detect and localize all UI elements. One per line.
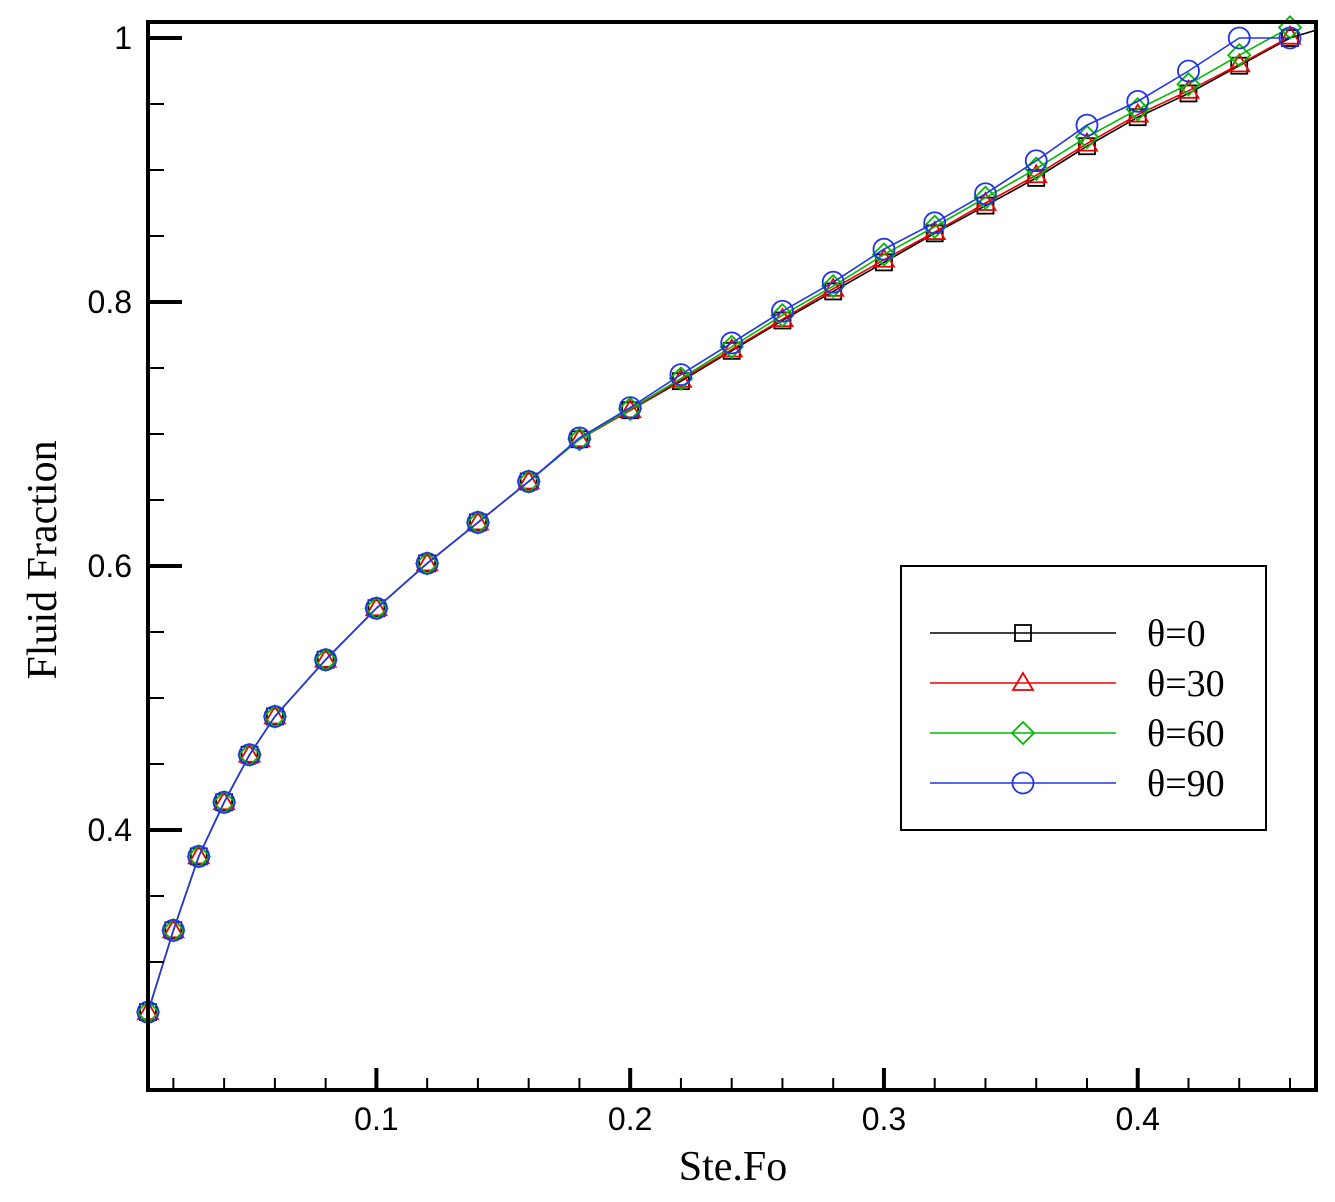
data-point (1177, 59, 1200, 83)
legend: θ=0 θ=30 θ=60 θ=90 (900, 565, 1267, 831)
legend-marker (1011, 671, 1035, 691)
data-point (364, 596, 388, 617)
x-axis-title: Ste.Fo (679, 1144, 788, 1190)
y-tick-label: 0.4 (88, 812, 132, 848)
data-point (1278, 26, 1302, 50)
data-point (1075, 113, 1099, 137)
data-point (316, 650, 335, 669)
data-point (820, 273, 846, 299)
x-tick-label: 0.1 (354, 1101, 398, 1137)
data-point (720, 331, 744, 355)
series-triangle (136, 24, 1302, 1021)
data-point (567, 427, 591, 448)
data-point (161, 918, 185, 942)
series-line (147, 37, 1290, 1013)
data-point (240, 745, 259, 764)
data-point (567, 427, 592, 452)
data-point (367, 599, 386, 618)
data-point (568, 426, 591, 450)
series-line (147, 35, 1291, 1013)
data-point (215, 793, 234, 812)
data-point (771, 299, 794, 323)
data-point (415, 551, 439, 575)
data-point (720, 337, 744, 358)
data-point (469, 513, 487, 532)
series-line (147, 29, 1317, 1013)
data-point (821, 270, 845, 294)
legend-label: θ=30 (1147, 663, 1225, 705)
data-point (923, 211, 947, 235)
data-point (189, 847, 208, 866)
axis-ticks (148, 36, 1291, 1090)
data-point (1126, 89, 1150, 113)
legend-label: θ=0 (1147, 613, 1206, 655)
series-diamond (135, 15, 1303, 1025)
x-tick-label: 0.3 (862, 1101, 906, 1137)
y-axis-title: Fluid Fraction (20, 440, 66, 679)
data-point (1227, 26, 1251, 50)
data-point (1126, 102, 1150, 123)
data-point (1226, 42, 1252, 68)
data-point (719, 334, 744, 360)
data-point (161, 918, 185, 939)
data-point (1227, 52, 1251, 73)
data-point (237, 742, 262, 763)
data-point (821, 277, 845, 297)
data-point (974, 182, 997, 206)
x-tick-label: 0.4 (1115, 1101, 1159, 1137)
data-point (466, 510, 490, 531)
data-point (669, 363, 693, 387)
data-point (187, 844, 211, 865)
data-point (263, 704, 287, 725)
data-point (871, 242, 897, 267)
data-point (517, 470, 541, 493)
data-point (187, 845, 211, 868)
data-point (265, 707, 284, 726)
data-point (238, 743, 261, 767)
legend-label: θ=60 (1147, 713, 1225, 755)
data-point (1024, 149, 1048, 173)
data-point (925, 224, 944, 243)
data-point (973, 185, 998, 210)
data-point (212, 790, 236, 811)
data-point (872, 237, 896, 261)
plot-marks (135, 15, 1317, 1025)
legend-label: θ=90 (1147, 763, 1225, 805)
data-point (1230, 56, 1249, 75)
plot-frame (146, 20, 1318, 1092)
data-point (1278, 24, 1302, 45)
y-tick-label: 0.8 (88, 284, 132, 320)
legend-box (900, 565, 1267, 831)
data-point (418, 554, 437, 573)
y-tick-label: 0.6 (88, 548, 132, 584)
data-point (770, 302, 795, 328)
data-point (618, 396, 642, 420)
legend-marker (1010, 720, 1036, 746)
data-point (922, 214, 947, 240)
data-point (415, 551, 439, 572)
data-point (517, 469, 541, 490)
axis-tick-labels: 0.1 0.2 0.3 0.4 0.4 0.6 0.8 1 (88, 20, 1160, 1137)
data-point (1176, 71, 1201, 97)
data-point (617, 396, 643, 422)
data-point (364, 596, 388, 620)
x-tick-label: 0.2 (608, 1101, 652, 1137)
series-circle (136, 26, 1302, 1024)
data-point (519, 472, 538, 491)
data-point (314, 647, 338, 668)
series-line (147, 26, 1291, 1013)
data-point (668, 366, 694, 391)
y-tick-label: 1 (114, 20, 132, 56)
data-point (212, 790, 236, 814)
data-point (263, 705, 287, 728)
data-point (314, 648, 338, 672)
data-point (570, 430, 589, 449)
legend-marker (1011, 771, 1035, 795)
data-point (466, 511, 490, 534)
legend-marker (1014, 624, 1032, 642)
data-point (923, 220, 947, 240)
series-square (139, 29, 1317, 1022)
data-point (164, 921, 183, 940)
